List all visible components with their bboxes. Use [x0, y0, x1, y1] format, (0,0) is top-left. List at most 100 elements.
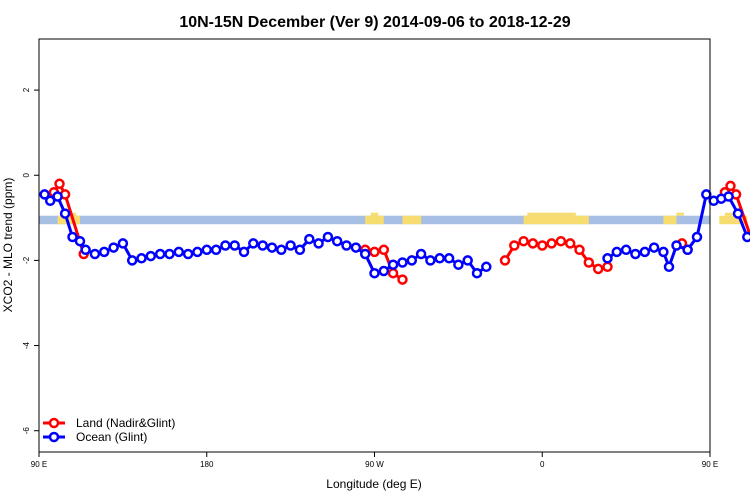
land-point [592, 263, 604, 275]
ocean-point [173, 246, 185, 258]
y-ticks: 2 0 -2 -4 -6 [22, 87, 39, 434]
ocean-point [415, 248, 427, 260]
ocean-point [313, 238, 324, 249]
land-point [499, 255, 511, 266]
ocean-point [266, 242, 278, 253]
ocean-point [126, 255, 138, 266]
x-tick-label: 90 E [702, 460, 718, 469]
land-point [387, 267, 399, 279]
ocean-point [453, 259, 464, 270]
x-tick-label: 0 [540, 460, 545, 469]
ocean-point [406, 255, 418, 266]
x-tick-label: 90 E [31, 460, 47, 469]
ocean-point [434, 253, 445, 264]
ocean-point [359, 248, 371, 260]
ocean-point [611, 246, 623, 258]
ocean-point [691, 231, 703, 243]
ocean-point [108, 242, 119, 253]
land-patch [719, 215, 748, 225]
y-tick-label: -6 [22, 427, 31, 435]
ocean-point [602, 253, 613, 264]
y-axis-label: XCO2 - MLO trend (ppm) [1, 178, 15, 313]
ocean-point [229, 240, 240, 251]
ocean-point [294, 244, 306, 256]
land-point [564, 238, 576, 249]
land-point [555, 235, 567, 247]
land-patch [523, 215, 589, 225]
land-point [602, 261, 613, 273]
land-bump [676, 212, 684, 216]
land-patch [365, 215, 384, 225]
land-point [54, 178, 65, 190]
ocean-line [606, 191, 750, 272]
legend-marker [48, 431, 60, 443]
ocean-point [154, 248, 166, 260]
ocean-point [210, 244, 222, 256]
ocean-point [639, 246, 651, 258]
ocean-point [620, 244, 632, 256]
y-tick-label: 0 [22, 172, 31, 177]
land-patch [57, 215, 73, 225]
ocean-point [648, 242, 660, 253]
ocean-point [471, 267, 483, 279]
ocean-point [701, 189, 712, 200]
y-tick-label: -2 [22, 256, 31, 264]
ocean-point [89, 248, 101, 260]
land-point [546, 238, 557, 249]
land-point [583, 257, 595, 268]
ocean-point [201, 244, 213, 256]
land-point [527, 238, 539, 249]
land-bump [370, 212, 379, 216]
ocean-point [257, 240, 268, 251]
ocean-point [238, 246, 250, 258]
ocean-point [80, 244, 91, 256]
land-point [509, 240, 520, 251]
ocean-series [39, 189, 750, 279]
land-patch [402, 215, 422, 225]
legend-label: Ocean (Glint) [76, 430, 147, 444]
ocean-point [397, 257, 408, 268]
ocean-point [52, 191, 63, 202]
ocean-point [443, 253, 455, 264]
ocean-point [682, 244, 693, 256]
x-tick-label: 180 [200, 460, 214, 469]
series-layer [39, 178, 750, 285]
band-layer [39, 212, 748, 225]
ocean-point [145, 250, 157, 262]
ocean-point [369, 267, 380, 279]
land-point [369, 246, 380, 258]
land-patch [72, 215, 81, 225]
ocean-point [331, 235, 343, 247]
ocean-point [350, 242, 362, 253]
y-tick-label: -4 [22, 341, 31, 349]
ocean-point [98, 246, 110, 258]
chart-title: 10N-15N December (Ver 9) 2014-09-06 to 2… [179, 14, 570, 31]
x-tick-label: 90 W [365, 460, 384, 469]
ocean-point [481, 261, 492, 273]
ocean-point [285, 240, 296, 251]
land-patch [663, 215, 677, 225]
ocean-point [663, 261, 675, 273]
land-point [397, 274, 408, 285]
plot-frame [38, 38, 711, 453]
ocean-point [117, 238, 129, 249]
ocean-point [304, 233, 315, 245]
ocean-point [732, 208, 744, 219]
ocean-point [164, 248, 175, 260]
land-point [378, 244, 390, 256]
land-series [48, 178, 750, 285]
ocean-point [387, 259, 399, 270]
land-point [574, 244, 585, 256]
ocean-point [67, 231, 78, 243]
ocean-point [630, 248, 641, 260]
ocean-point [322, 231, 334, 243]
ocean-point [192, 246, 203, 258]
ocean-point [671, 240, 682, 251]
ocean-point [220, 240, 231, 251]
land-bump [724, 212, 740, 216]
ocean-point [39, 189, 50, 200]
ocean-point [44, 195, 56, 207]
ocean-point [136, 253, 147, 264]
ocean-point [425, 255, 436, 266]
